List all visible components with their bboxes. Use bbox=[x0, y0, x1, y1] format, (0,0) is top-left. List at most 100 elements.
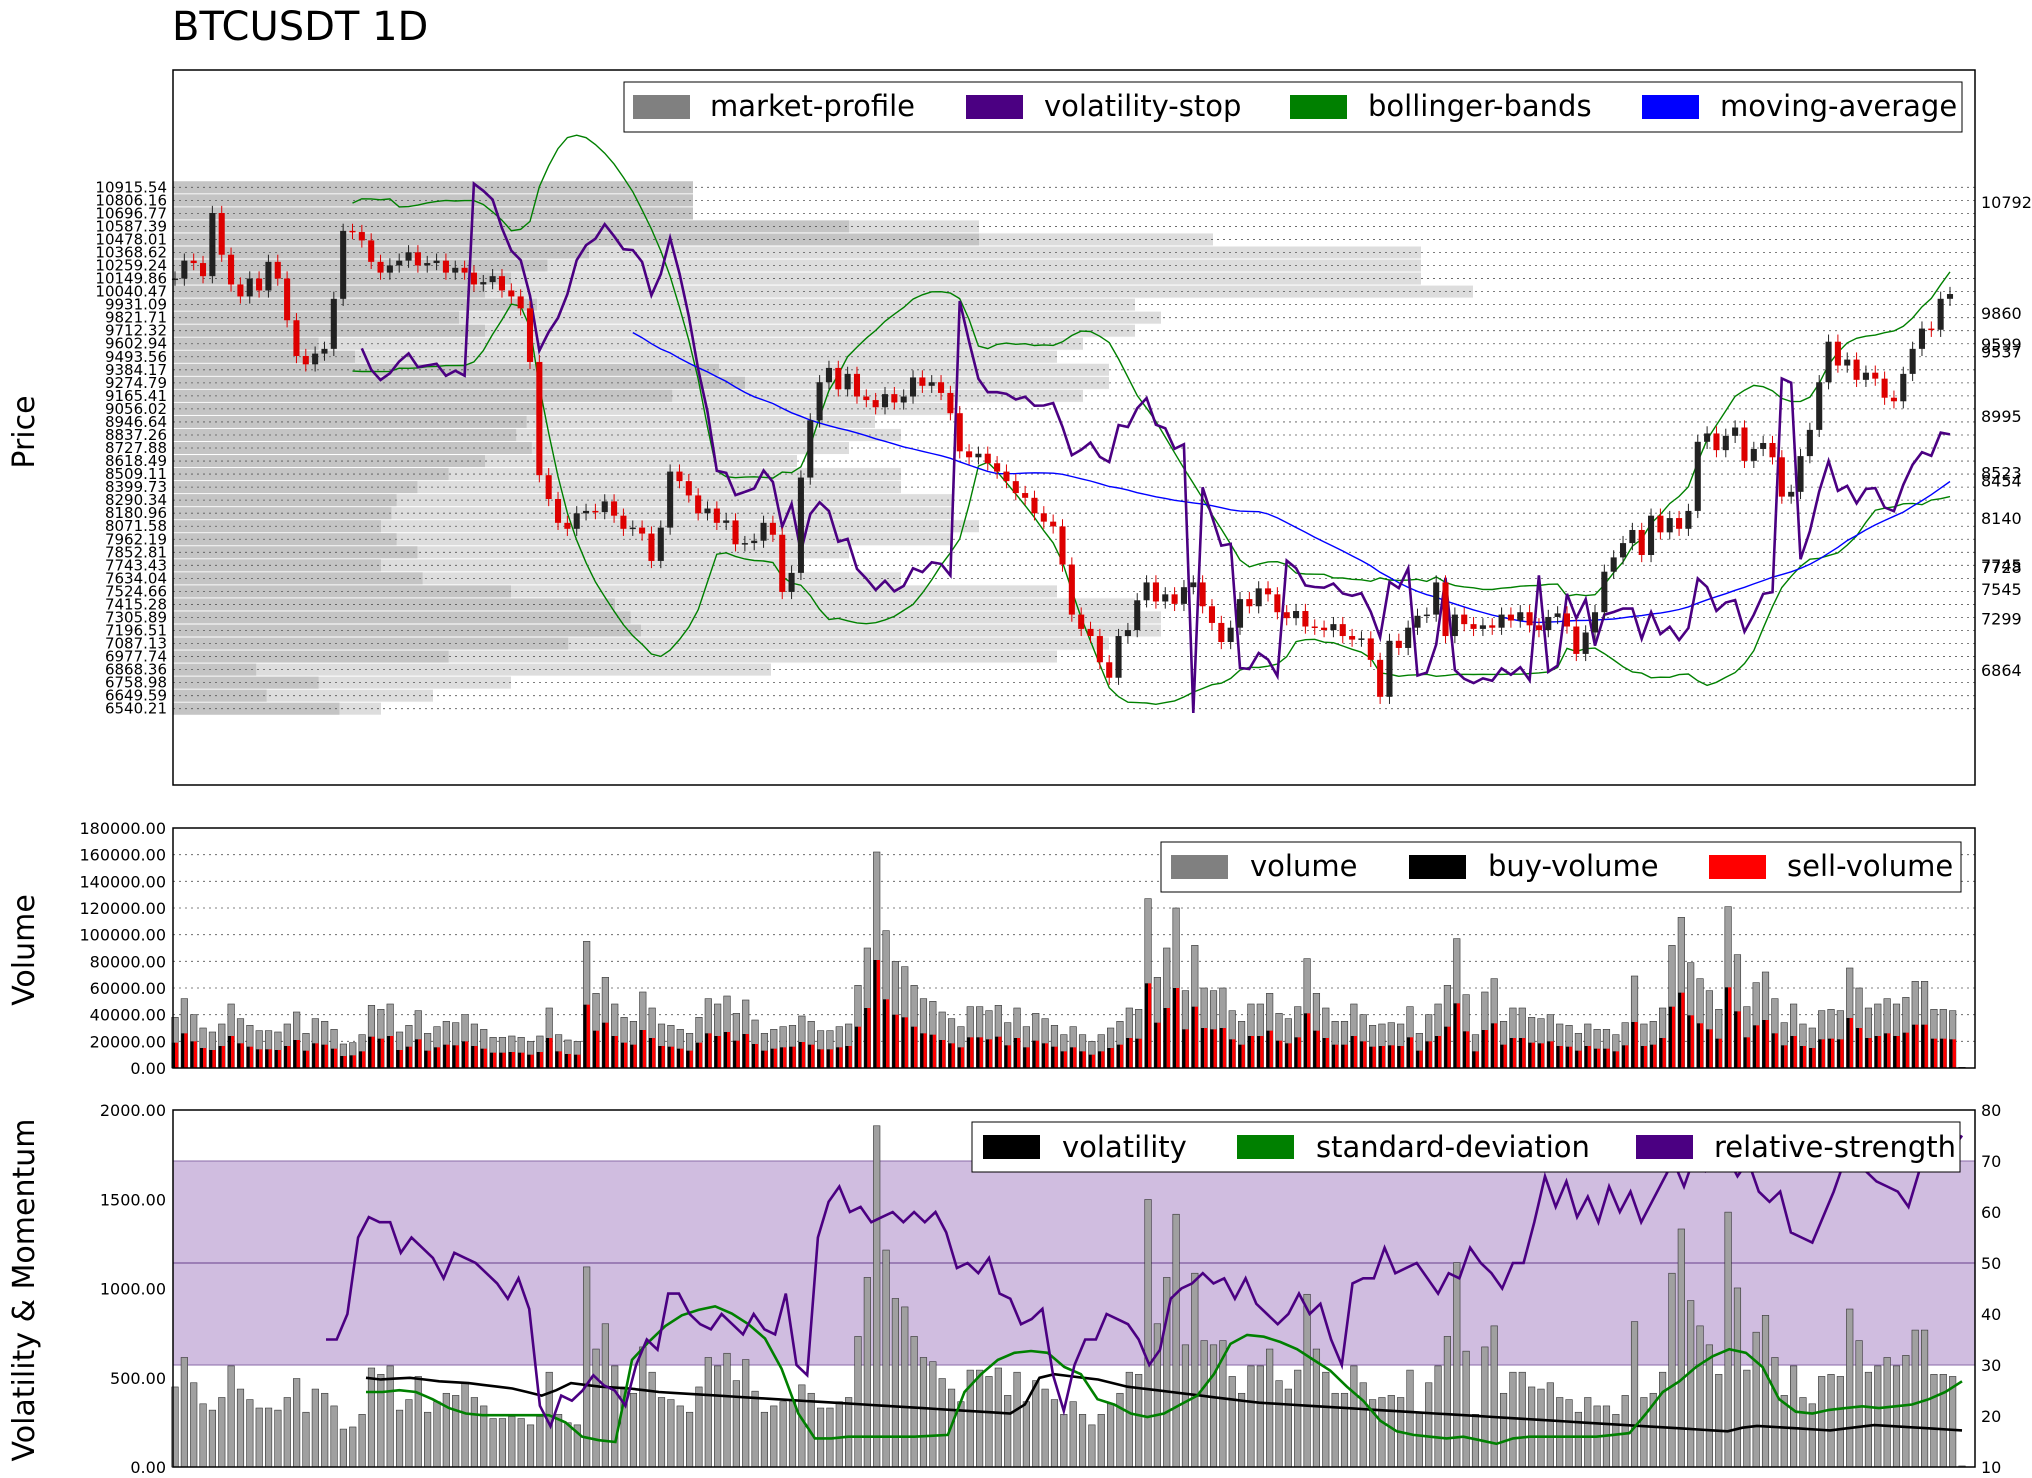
buy-volume-bar bbox=[864, 1008, 868, 1068]
buy-volume-bar bbox=[1247, 1036, 1251, 1068]
sell-volume-bar bbox=[539, 1052, 544, 1068]
buy-volume-bar bbox=[508, 1052, 512, 1068]
vm-left-tick-label: 0.00 bbox=[130, 1458, 166, 1477]
legend-swatch-relative-strength bbox=[1636, 1135, 1693, 1159]
sell-volume-bar bbox=[1110, 1048, 1114, 1068]
volatility-bar bbox=[1864, 1371, 1873, 1468]
candle-body bbox=[1685, 510, 1692, 529]
buy-volume-bar bbox=[1051, 1046, 1055, 1068]
candle-body bbox=[1946, 294, 1954, 299]
sell-volume-bar bbox=[998, 1036, 1002, 1068]
price-level-label: 8399.73 bbox=[105, 478, 167, 496]
candle-body bbox=[1442, 582, 1449, 637]
volume-tick-labels: 180000.00 160000.00 140000.00 120000.00 1000… bbox=[79, 819, 166, 1078]
buy-volume-bar bbox=[798, 1042, 802, 1068]
buy-volume-bar bbox=[1126, 1038, 1130, 1068]
sell-volume-bar bbox=[1812, 1048, 1816, 1068]
candle-body bbox=[545, 475, 552, 499]
buy-volume-bar bbox=[995, 1036, 999, 1068]
profile-bar-short bbox=[173, 363, 719, 376]
sell-volume-bar bbox=[1091, 1054, 1096, 1068]
sell-volume-bar bbox=[212, 1050, 216, 1068]
sell-volume-bar bbox=[960, 1047, 965, 1068]
candle-body bbox=[1676, 518, 1683, 529]
volatility-bar bbox=[339, 1428, 347, 1468]
sell-volume-bar bbox=[184, 1033, 188, 1068]
volume-bars bbox=[171, 851, 1966, 1069]
sell-volume-bar bbox=[1456, 1003, 1461, 1068]
candle-body bbox=[1750, 448, 1757, 461]
buy-volume-bar bbox=[1762, 1020, 1766, 1068]
buy-volume-bar bbox=[854, 1026, 858, 1068]
volatility-bar bbox=[227, 1365, 235, 1468]
volatility-bar bbox=[218, 1397, 226, 1468]
volatility-bar bbox=[1181, 1344, 1190, 1468]
standard-deviation-line bbox=[366, 1304, 1963, 1446]
buy-volume-bar bbox=[1537, 1043, 1541, 1068]
volatility-bar bbox=[1528, 1386, 1536, 1468]
candle-body bbox=[508, 290, 515, 297]
volatility-bar bbox=[1743, 1369, 1751, 1468]
candle-body bbox=[1283, 612, 1290, 619]
price-level-label: 7524.66 bbox=[105, 582, 167, 600]
vm-axes-frame bbox=[172, 1109, 1976, 1468]
candle-body bbox=[1909, 348, 1916, 374]
sell-volume-bar bbox=[1185, 1029, 1189, 1068]
volume-panel: 180000.00 160000.00 140000.00 120000.00 1000… bbox=[7, 819, 1976, 1078]
volatility-bar bbox=[1565, 1399, 1573, 1468]
candle-body bbox=[1648, 515, 1655, 556]
buy-volume-bar bbox=[1930, 1038, 1934, 1068]
candle-body bbox=[984, 453, 991, 464]
price-right-tick: 10792 bbox=[1981, 193, 2032, 212]
price-level-label: 10587.39 bbox=[95, 217, 167, 235]
buy-volume-bar bbox=[1734, 1011, 1738, 1068]
sell-volume-bar bbox=[1222, 1028, 1227, 1068]
sell-volume-bar bbox=[614, 1036, 619, 1068]
buy-volume-bar bbox=[1809, 1048, 1813, 1068]
candle-body bbox=[1722, 435, 1729, 451]
sell-volume-bar bbox=[1690, 1015, 1694, 1068]
buy-volume-bar bbox=[218, 1046, 222, 1068]
price-gridlines bbox=[173, 186, 1975, 710]
buy-volume-bar bbox=[630, 1044, 634, 1068]
buy-volume-bar bbox=[1911, 1024, 1916, 1068]
volume-ylabel: Volume bbox=[7, 894, 42, 1006]
volatility-bar bbox=[1415, 1411, 1423, 1468]
buy-volume-bar bbox=[1088, 1054, 1092, 1068]
buy-volume-bar bbox=[1238, 1044, 1242, 1068]
volatility-bar bbox=[264, 1407, 273, 1468]
candle-body bbox=[498, 276, 506, 291]
volatility-bar bbox=[1668, 1272, 1676, 1468]
price-right-tick: 7299 bbox=[1981, 609, 2022, 628]
buy-volume-bar bbox=[1490, 1023, 1495, 1068]
candle-body bbox=[442, 260, 449, 273]
candle-body bbox=[1900, 373, 1907, 402]
candle-body bbox=[526, 308, 534, 362]
sell-volume-bar bbox=[1943, 1038, 1947, 1068]
candle-body bbox=[1115, 636, 1122, 678]
volatility-bar bbox=[1294, 1369, 1302, 1468]
price-level-label: 8290.34 bbox=[105, 491, 167, 509]
buy-volume-bar bbox=[1518, 1038, 1523, 1068]
volatility-bar bbox=[1771, 1357, 1779, 1468]
sell-volume-bar bbox=[1587, 1046, 1592, 1068]
profile-bar-short bbox=[173, 389, 673, 402]
volatility-bar bbox=[760, 1411, 769, 1468]
volatility-bar bbox=[1836, 1376, 1844, 1468]
volatility-bar bbox=[508, 1416, 516, 1468]
sell-volume-bar bbox=[1073, 1047, 1077, 1068]
buy-volume-bar bbox=[976, 1037, 980, 1068]
candle-body bbox=[1881, 378, 1888, 398]
price-level-label: 10806.16 bbox=[95, 191, 167, 209]
buy-volume-bar bbox=[536, 1052, 540, 1068]
sell-volume-bar bbox=[689, 1050, 693, 1068]
sell-volume-bar bbox=[1288, 1043, 1292, 1068]
legend-swatch-volume bbox=[1171, 855, 1228, 879]
sell-volume-bar bbox=[652, 1038, 656, 1068]
candle-body bbox=[209, 213, 216, 277]
legend-swatch-volatility-stop bbox=[966, 95, 1023, 119]
buy-volume-bar bbox=[1341, 1044, 1345, 1068]
sell-volume-bar bbox=[1419, 1050, 1423, 1068]
buy-volume-bar bbox=[1116, 1044, 1120, 1068]
buy-volume-bar bbox=[676, 1048, 681, 1068]
